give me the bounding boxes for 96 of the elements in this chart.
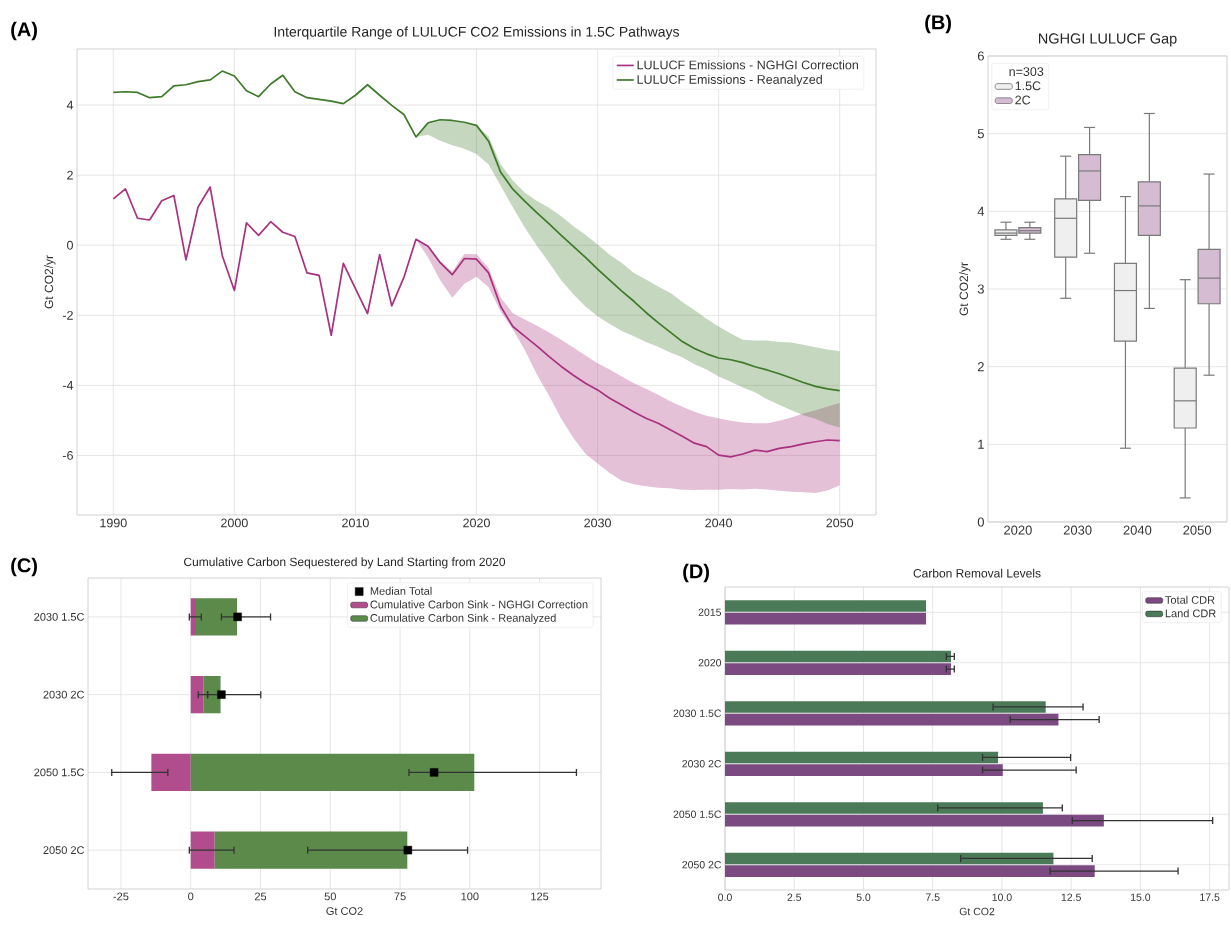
- y-tick-label: 2050 2C: [682, 861, 722, 869]
- y-tick-label: 4: [977, 206, 985, 216]
- text: (D): [683, 563, 709, 583]
- legend-label: Median Total: [370, 586, 432, 595]
- x-tick-label: 2010: [342, 518, 369, 528]
- x-tick-label: 15.0: [1130, 893, 1151, 901]
- bar: [725, 600, 927, 612]
- bar: [725, 865, 1095, 877]
- point: [403, 845, 413, 855]
- bar: [725, 612, 927, 625]
- line-series: [112, 186, 841, 458]
- y-tick-label: 2030 1.5C: [34, 612, 85, 621]
- bar: [725, 802, 1043, 814]
- y-tick-label: -6: [62, 451, 73, 460]
- y-tick-label: 2030 1.5C: [673, 709, 722, 717]
- legend-label: LULUCF Emissions - Reanalyzed: [637, 74, 822, 87]
- legend-label: Cumulative Carbon Sink - Reanalyzed: [370, 613, 556, 624]
- x-tick-label: 2050: [1183, 525, 1212, 535]
- x-tick-label: 2030: [584, 518, 611, 528]
- x-tick-label: 2.5: [787, 893, 802, 901]
- y-axis-title: Gt CO2/yr: [44, 255, 56, 309]
- chart-title: Carbon Removal Levels: [913, 568, 1041, 578]
- y-tick-label: 2050 1.5C: [34, 768, 85, 777]
- bar: [725, 663, 951, 675]
- x-tick-label: 2040: [705, 518, 733, 528]
- text: (A): [11, 21, 37, 41]
- x-tick-label: 75: [394, 892, 406, 901]
- y-tick-label: 2020: [698, 659, 722, 667]
- point: [233, 612, 242, 622]
- y-axis-title: Gt CO2/yr: [959, 262, 971, 316]
- x-tick-label: 50: [324, 892, 336, 901]
- x-tick-label: 2020: [463, 518, 490, 528]
- bar: [190, 831, 215, 869]
- x-tick-label: 12.5: [1061, 893, 1081, 901]
- bar: [190, 753, 475, 792]
- legend-label: Cumulative Carbon Sink - NGHGI Correction: [370, 600, 588, 609]
- bar: [725, 751, 999, 764]
- y-tick-label: 2030 2C: [682, 760, 722, 768]
- x-tick-label: 2050: [826, 518, 854, 528]
- y-tick-label: 4: [66, 100, 74, 110]
- y-tick-label: 2050 2C: [43, 846, 85, 855]
- x-tick-label: 125: [531, 892, 549, 901]
- chart-title: Cumulative Carbon Sequestered by Land Starting from 2020: [184, 557, 506, 569]
- chart-title: NGHGI LULUCF Gap: [1039, 33, 1177, 47]
- y-tick-label: 2050 1.5C: [673, 810, 722, 818]
- point: [217, 690, 226, 699]
- x-tick-label: 1990: [100, 518, 127, 528]
- x-tick-label: 2030: [1063, 525, 1092, 535]
- bar: [203, 675, 221, 714]
- bar: [725, 713, 1059, 726]
- bar: [196, 598, 238, 636]
- y-tick-label: 0: [67, 240, 73, 250]
- legend-label: 2C: [1015, 95, 1031, 105]
- x-tick-label: 2020: [1004, 525, 1032, 535]
- bar: [725, 764, 1003, 776]
- x-tick-label: 7.5: [925, 893, 940, 901]
- y-tick-label: -4: [62, 381, 74, 390]
- y-tick-label: 1: [978, 439, 984, 449]
- x-tick-label: 10.0: [992, 893, 1012, 901]
- x-tick-label: 2040: [1123, 525, 1152, 535]
- bar: [214, 831, 408, 869]
- legend-label: Total CDR: [1165, 595, 1215, 604]
- bar: [725, 852, 1054, 865]
- y-tick-label: 2: [67, 170, 73, 180]
- legend-label: LULUCF Emissions - NGHGI Correction: [637, 60, 858, 70]
- text: (C): [11, 557, 37, 577]
- x-tick-label: 25: [254, 892, 267, 901]
- line-series: [112, 70, 841, 392]
- y-tick-label: 3: [977, 284, 984, 294]
- x-tick-label: 2000: [221, 518, 248, 528]
- bar: [725, 650, 951, 663]
- x-tick-label: 5.0: [856, 893, 871, 901]
- legend-label: Land CDR: [1165, 609, 1216, 618]
- y-tick-label: 5: [977, 129, 984, 139]
- legend-label: 1.5C: [1015, 81, 1041, 91]
- y-tick-label: 2015: [698, 608, 722, 616]
- bar: [190, 675, 204, 714]
- x-tick-label: 0.0: [718, 893, 732, 901]
- y-tick-label: 6: [977, 51, 984, 61]
- x-axis-title: Gt CO2: [959, 907, 995, 916]
- x-tick-label: -25: [113, 892, 129, 901]
- bar: [151, 753, 191, 792]
- chart-title: Interquartile Range of LULUCF CO2 Emissions in 1.5C Pathways: [274, 26, 680, 40]
- text: (B): [925, 14, 951, 34]
- bar: [725, 701, 1046, 713]
- bar: [190, 598, 197, 636]
- y-tick-label: 2: [977, 362, 984, 372]
- y-tick-label: 2030 2C: [43, 690, 85, 699]
- x-tick-label: 17.5: [1200, 893, 1220, 901]
- x-axis-title: Gt CO2: [326, 907, 363, 915]
- x-tick-label: 0: [188, 892, 194, 901]
- y-tick-label: -2: [62, 310, 73, 320]
- x-tick-label: 100: [461, 892, 479, 901]
- legend-title: n=303: [1009, 67, 1044, 77]
- bar: [725, 814, 1104, 827]
- point: [429, 768, 439, 777]
